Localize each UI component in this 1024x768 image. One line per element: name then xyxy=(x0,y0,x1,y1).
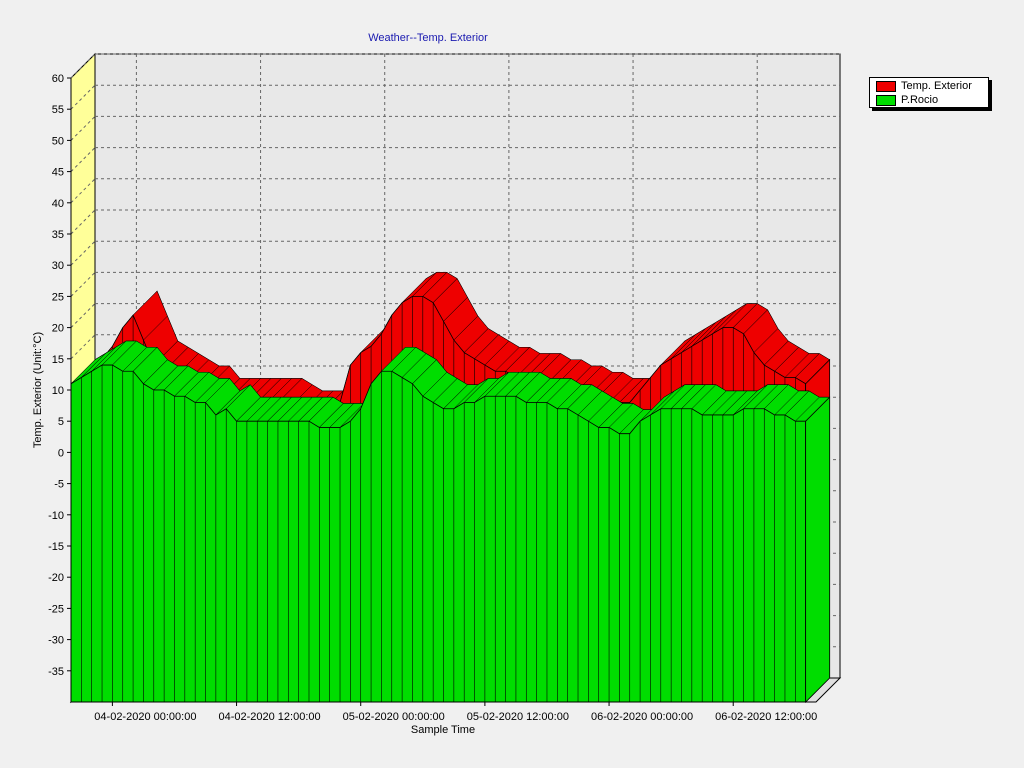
y-tick-label: -35 xyxy=(48,666,64,678)
y-tick-label: 30 xyxy=(52,260,64,272)
series-front-procio xyxy=(70,364,807,703)
y-tick-label: 35 xyxy=(52,229,64,241)
y-tick-label: -15 xyxy=(48,541,64,553)
y-axis-title: Temp. Exterior (Unit:°C) xyxy=(32,331,44,449)
y-tick-label: -20 xyxy=(48,572,64,584)
y-tick-label: -25 xyxy=(48,603,64,615)
y-tick-label: 5 xyxy=(58,416,64,428)
y-tick-label: 50 xyxy=(52,135,64,147)
legend-item-p-rocio: P.Rocio xyxy=(876,94,938,106)
legend-swatch-temp-exterior xyxy=(876,80,896,92)
x-tick-label: 06-02-2020 00:00:00 xyxy=(591,711,693,723)
y-tick-label: 15 xyxy=(52,354,64,366)
y-tick-label: 25 xyxy=(52,291,64,303)
legend: Temp. Exterior P.Rocio xyxy=(869,77,989,108)
legend-label-temp-exterior: Temp. Exterior xyxy=(901,80,972,92)
x-axis-title: Sample Time xyxy=(410,724,476,736)
y-tick-label: -10 xyxy=(48,510,64,522)
series-area xyxy=(70,272,831,703)
y-tick-label: 20 xyxy=(52,323,64,335)
x-tick-label: 06-02-2020 12:00:00 xyxy=(715,711,817,723)
y-tick-label: -5 xyxy=(54,479,64,491)
x-tick-label: 04-02-2020 12:00:00 xyxy=(218,711,320,723)
legend-label-p-rocio: P.Rocio xyxy=(901,94,939,106)
legend-item-temp-exterior: Temp. Exterior xyxy=(876,80,972,92)
x-tick-label: 05-02-2020 12:00:00 xyxy=(467,711,569,723)
x-axis-ticks: 04-02-2020 00:00:00 04-02-2020 12:00:00 05… xyxy=(94,702,817,723)
legend-swatch-p-rocio xyxy=(876,94,896,106)
y-tick-label: 40 xyxy=(52,198,64,210)
y-tick-label: 60 xyxy=(52,73,64,85)
y-tick-label: 45 xyxy=(52,167,64,179)
x-tick-label: 04-02-2020 00:00:00 xyxy=(94,711,196,723)
y-tick-label: 55 xyxy=(52,104,64,116)
y-tick-label: -30 xyxy=(48,635,64,647)
y-tick-label: 10 xyxy=(52,385,64,397)
y-axis-ticks: 605550454035302520151050-5-10-15-20-25-3… xyxy=(48,73,71,678)
chart-title: Weather--Temp. Exterior xyxy=(368,32,488,44)
series-end-cap xyxy=(805,396,831,703)
y-tick-label: 0 xyxy=(58,447,64,459)
x-tick-label: 05-02-2020 00:00:00 xyxy=(343,711,445,723)
